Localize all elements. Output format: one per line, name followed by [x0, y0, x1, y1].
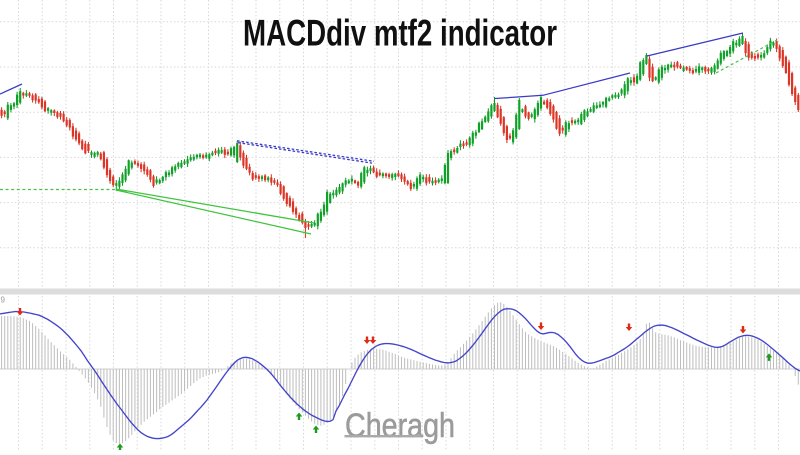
svg-text:9: 9	[1, 296, 6, 305]
svg-text:Cheragh: Cheragh	[345, 407, 455, 445]
svg-text:MACDdiv mtf2 indicator: MACDdiv mtf2 indicator	[243, 13, 557, 54]
